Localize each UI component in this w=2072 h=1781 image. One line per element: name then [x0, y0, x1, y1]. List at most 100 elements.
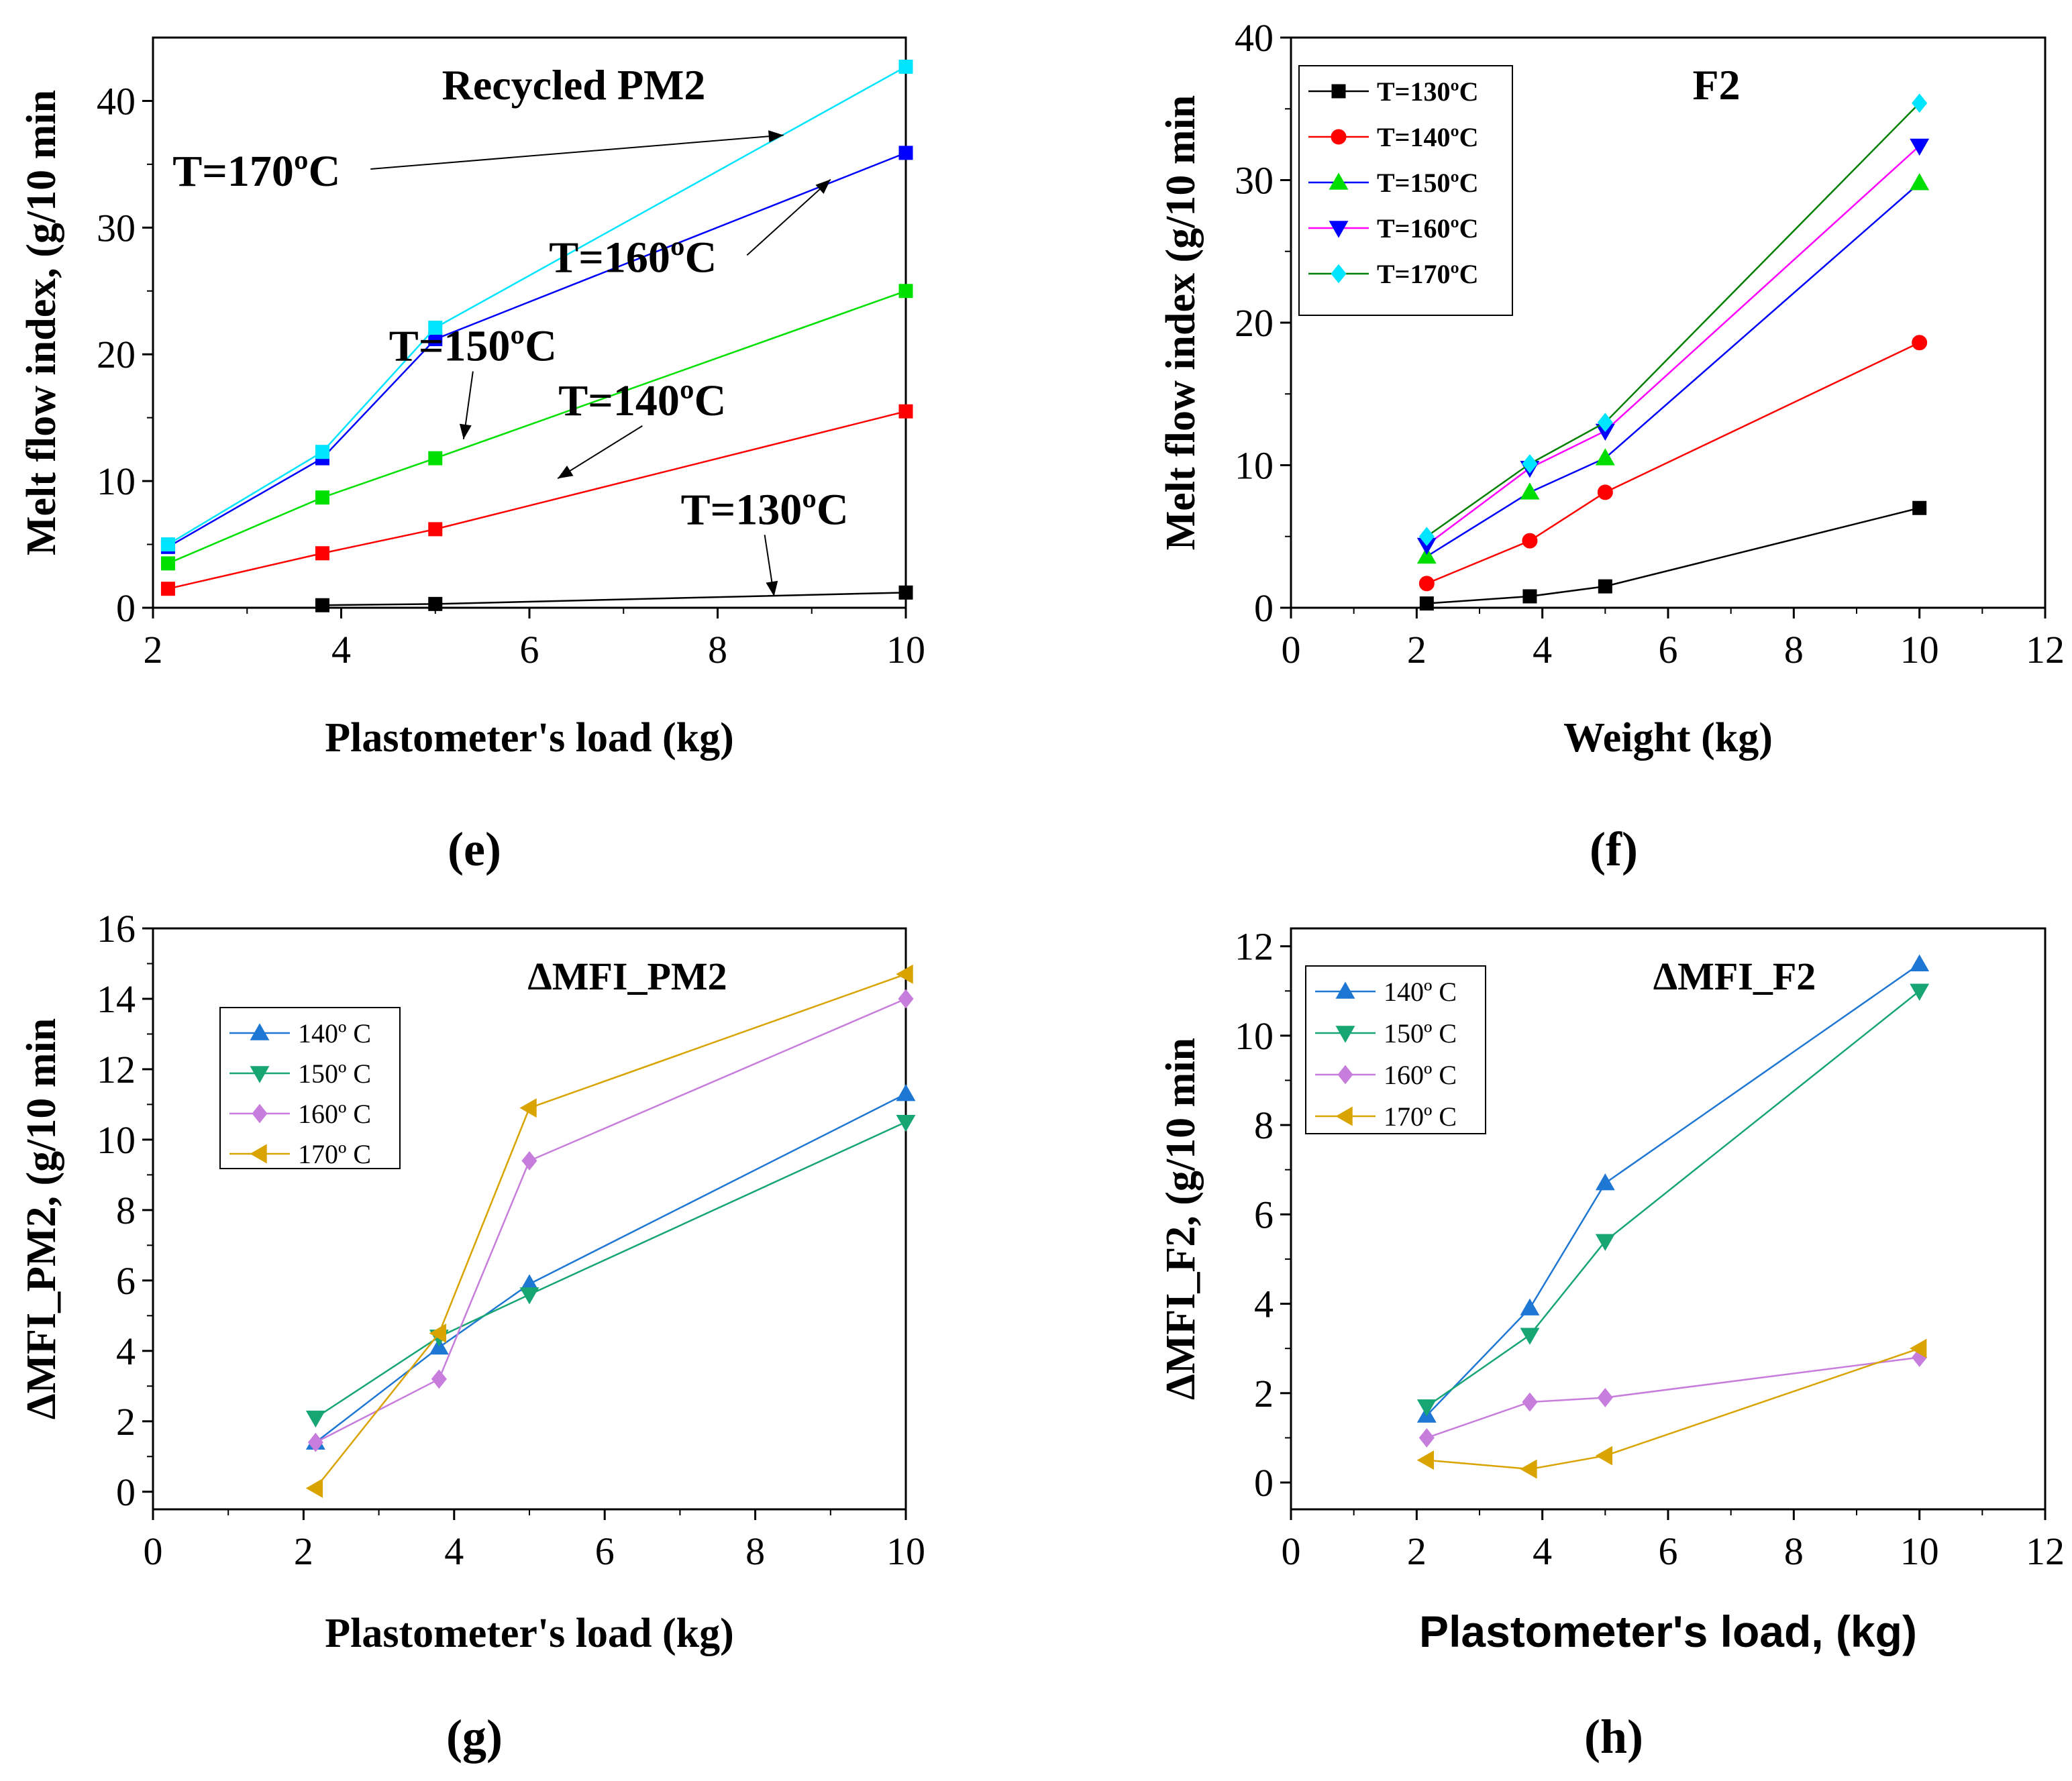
y-tick-label: 40: [1235, 16, 1274, 60]
x-tick-label: 6: [520, 628, 539, 671]
data-point: [307, 1432, 323, 1452]
y-tick-label: 0: [116, 586, 136, 630]
data-point: [1418, 527, 1435, 547]
legend: 140º C 150º C 160º C 170º C: [1305, 965, 1486, 1134]
y-tick-label: 4: [116, 1330, 136, 1373]
series-2: [160, 404, 913, 596]
chart-panel-1: 2 4 6 8 10 0 10 20 30 40 Plastometer's load (kg) Me…: [19, 36, 925, 761]
annotation-label: T=130ºC: [681, 485, 849, 534]
legend-label: 170º C: [298, 1139, 371, 1169]
data-point: [1522, 533, 1538, 549]
y-tick-label: 30: [97, 206, 136, 250]
legend-marker: [1329, 172, 1349, 190]
data-point: [1522, 1392, 1538, 1412]
caption-f: (f): [1590, 822, 1638, 876]
series-line: [168, 411, 907, 590]
series-4: [305, 964, 913, 1498]
annotation-label: T=150ºC: [389, 322, 557, 371]
data-point: [1520, 1298, 1540, 1315]
y-tick-label: 12: [1235, 925, 1274, 969]
chart-title: Recycled PM2: [442, 61, 706, 109]
legend-label: 150º C: [298, 1059, 371, 1089]
series-5: [160, 59, 913, 552]
chart-title: ΔMFI_F2: [1653, 955, 1816, 998]
data-point: [428, 451, 443, 466]
data-point: [305, 1410, 325, 1428]
series-3: [307, 989, 914, 1452]
x-tick-label: 10: [886, 628, 925, 671]
annotation-arrowhead: [815, 179, 831, 194]
data-point: [1910, 1338, 1927, 1358]
series-2: [1416, 983, 1930, 1417]
x-tick-label: 10: [1900, 1529, 1939, 1573]
data-point: [315, 598, 329, 612]
data-point: [1418, 1428, 1435, 1448]
data-point: [1595, 448, 1615, 466]
data-point: [896, 964, 913, 984]
data-point: [896, 1114, 916, 1132]
data-point: [898, 59, 913, 74]
data-point: [305, 1478, 323, 1498]
x-tick-label: 8: [1784, 1529, 1804, 1573]
data-point: [1520, 1328, 1540, 1345]
chart-panel-4: 0 2 4 6 8 10 12 0 2 4 6 8 10 12 Plastometer's load, (k…: [1158, 925, 2065, 1656]
data-point: [160, 537, 175, 552]
data-point: [519, 1098, 537, 1118]
series-line: [315, 1093, 907, 1444]
y-tick-label: 8: [1254, 1103, 1274, 1147]
legend-box: [219, 1007, 401, 1169]
legend-label: T=160ºC: [1377, 213, 1479, 244]
chart-panel-2: 0 2 4 6 8 10 12 0 10 20 30 40 Weight (kg) Melt flow i…: [1158, 16, 2065, 761]
legend-marker: [250, 1066, 270, 1083]
series-3: [1416, 173, 1930, 564]
data-point: [1910, 954, 1930, 971]
data-point: [898, 989, 914, 1009]
annotation-label: T=160ºC: [549, 233, 717, 282]
data-point: [1910, 173, 1930, 191]
legend-label: T=150ºC: [1377, 168, 1479, 198]
data-point: [521, 1150, 537, 1171]
x-tick-label: 10: [886, 1529, 925, 1573]
legend-marker: [1331, 84, 1346, 99]
series-1: [1419, 500, 1927, 611]
legend-label: 160º C: [298, 1099, 371, 1129]
chart-title: ΔMFI_PM2: [527, 955, 727, 998]
data-point: [429, 1324, 447, 1344]
series-line: [1426, 990, 1920, 1407]
data-point: [898, 585, 913, 600]
data-point: [1419, 596, 1434, 611]
x-tick-label: 12: [2026, 628, 2065, 671]
y-tick-label: 10: [97, 460, 136, 503]
series-line: [322, 592, 907, 606]
series-line: [315, 1121, 907, 1419]
y-tick-label: 6: [1254, 1193, 1274, 1236]
annotation-arrow: [370, 134, 784, 170]
y-tick-label: 0: [1254, 1461, 1274, 1505]
data-point: [1522, 589, 1537, 604]
series-1: [1416, 954, 1930, 1423]
x-axis-label: Weight (kg): [1563, 715, 1773, 761]
data-point: [1912, 335, 1928, 351]
x-tick-label: 10: [1900, 628, 1939, 671]
data-point: [1912, 93, 1928, 113]
data-point: [160, 582, 175, 596]
data-point: [898, 146, 913, 160]
data-point: [1418, 576, 1435, 592]
x-tick-label: 2: [1407, 628, 1427, 671]
legend-marker: [1331, 264, 1347, 284]
annotation-arrow: [746, 178, 831, 256]
series-line: [1426, 963, 1920, 1416]
data-point: [1598, 579, 1612, 594]
series-line: [1426, 341, 1920, 585]
data-point: [315, 445, 329, 460]
series-line: [1426, 182, 1920, 557]
data-point: [1416, 1450, 1435, 1470]
series-line: [1426, 1356, 1920, 1439]
y-tick-label: 20: [97, 333, 136, 376]
x-tick-label: 4: [1533, 628, 1552, 671]
y-axis-label: Melt flow index, (g/10 min: [19, 90, 64, 555]
series-line: [1427, 1348, 1920, 1470]
x-tick-label: 6: [595, 1529, 615, 1573]
caption-g: (g): [446, 1710, 503, 1764]
data-point: [898, 404, 913, 419]
